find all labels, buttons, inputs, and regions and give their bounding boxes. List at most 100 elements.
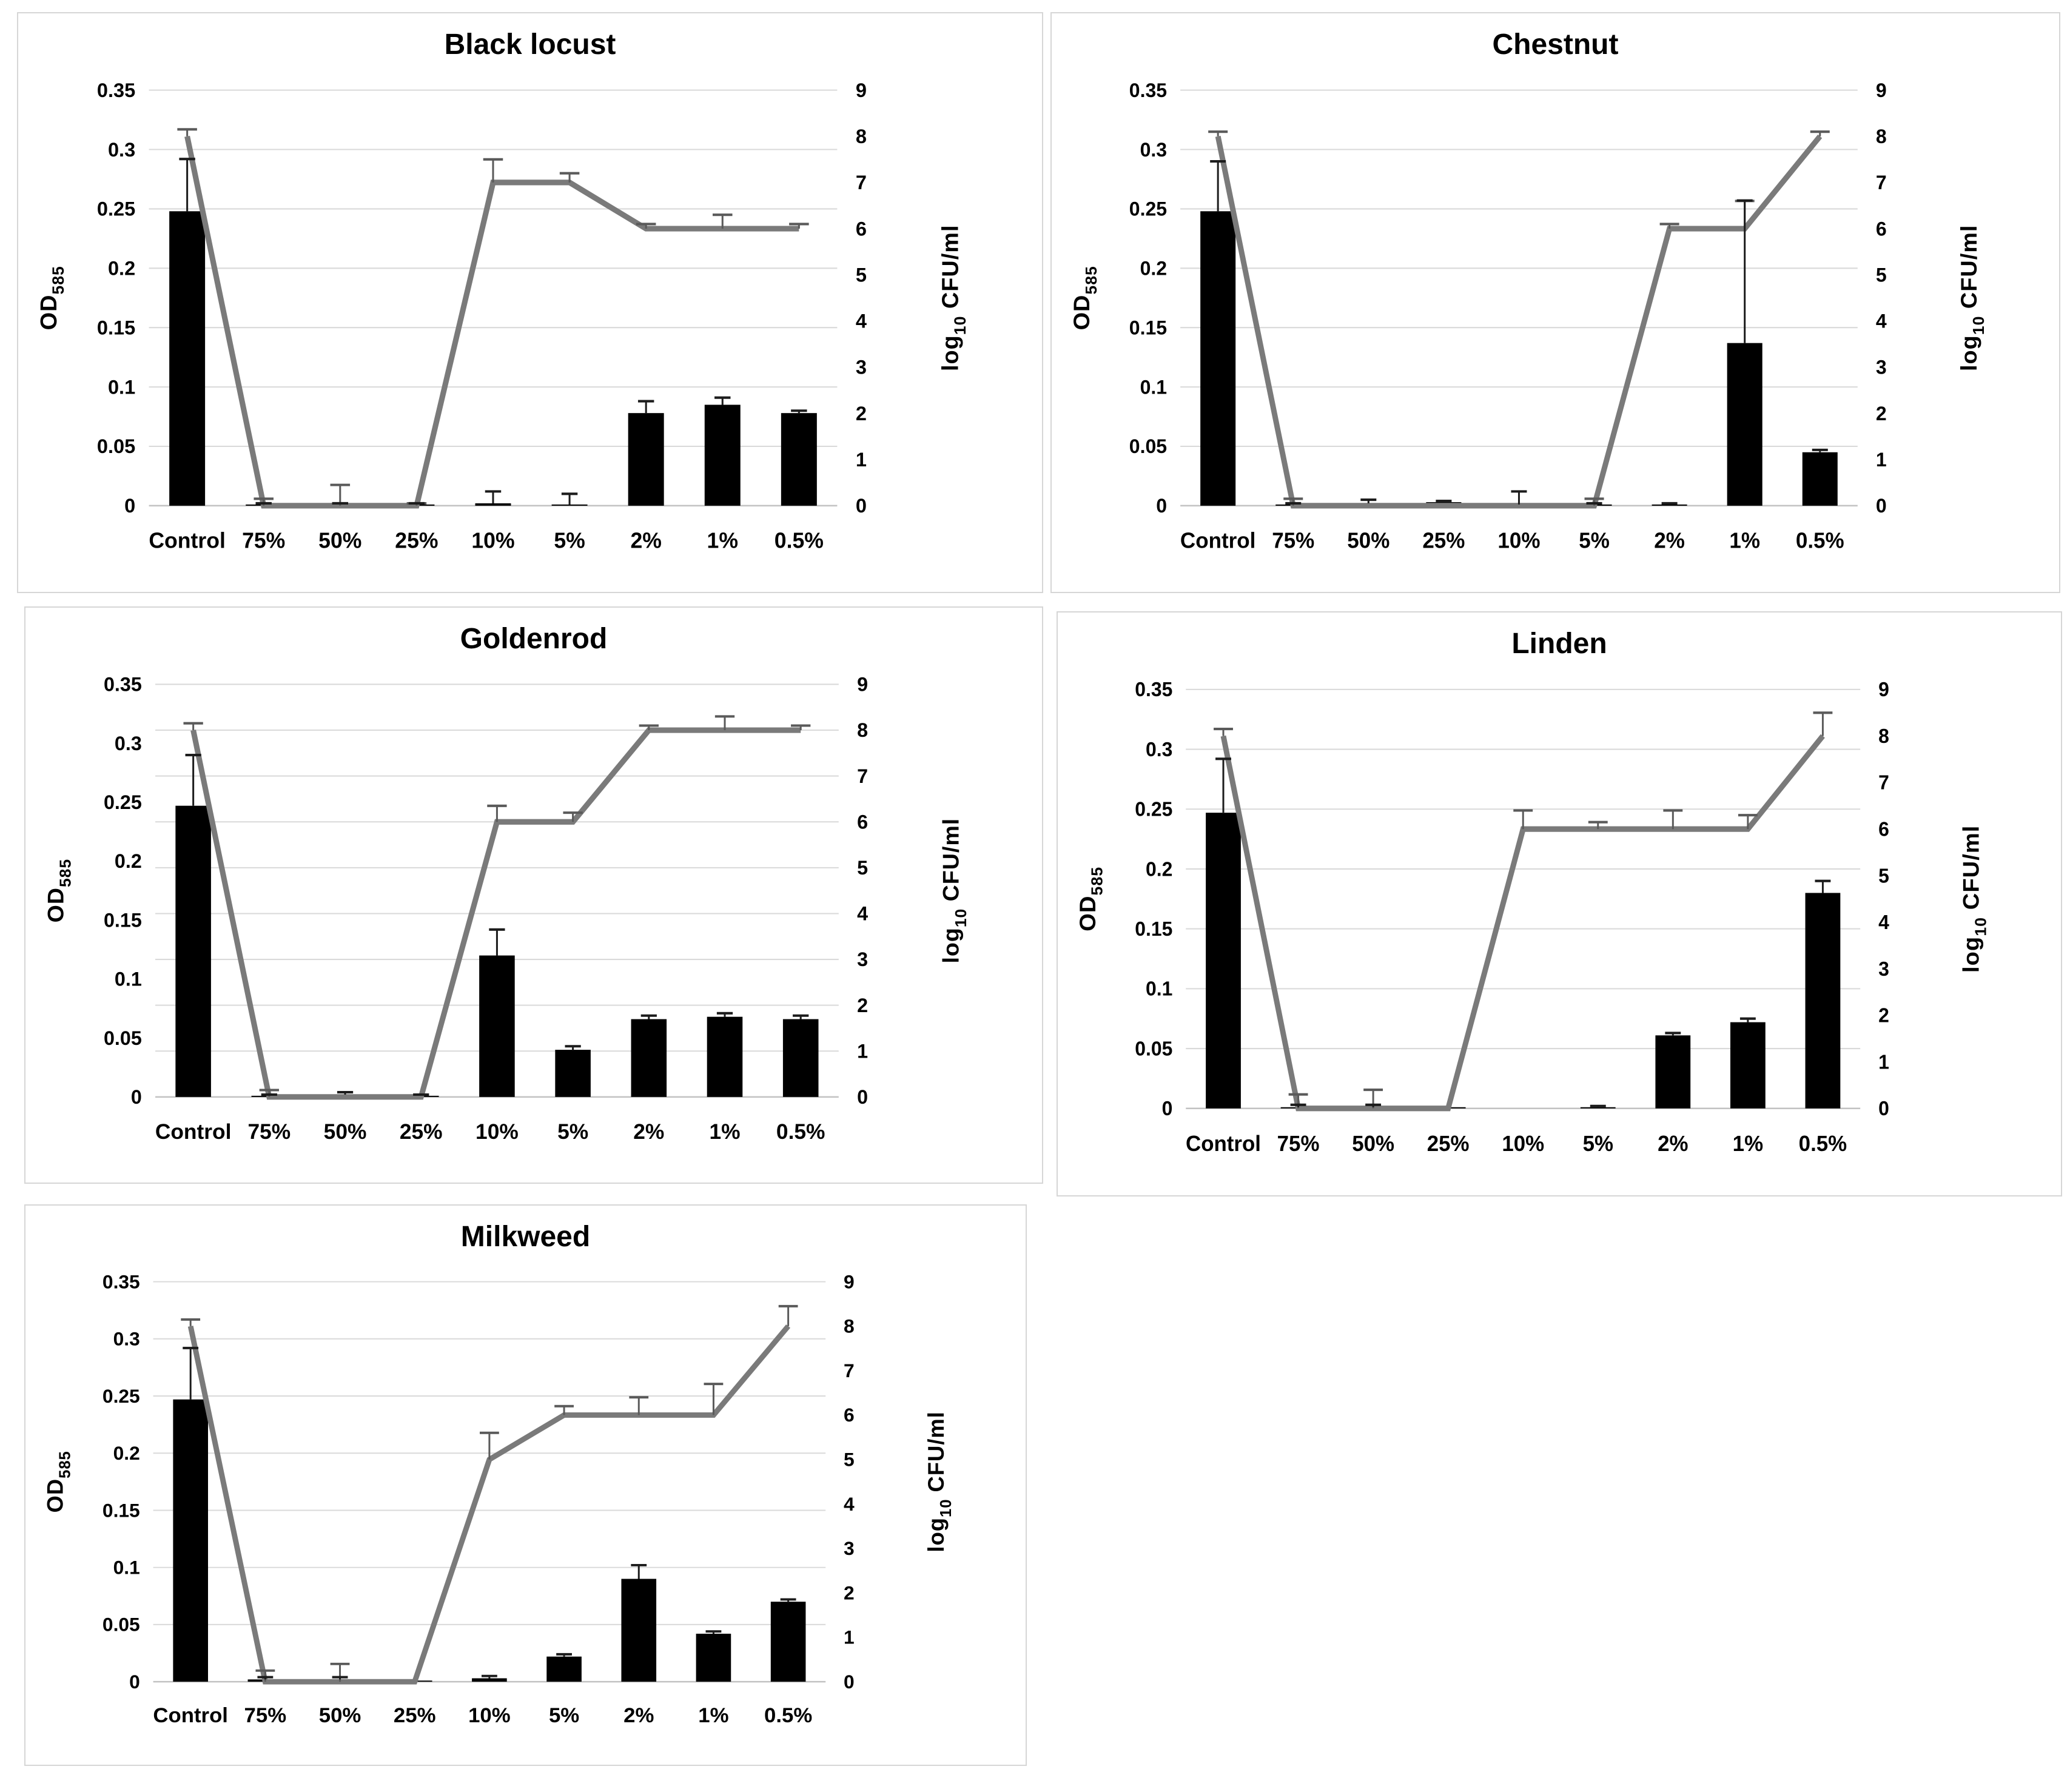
x-label-1%: 1% <box>1733 1131 1763 1156</box>
x-label-0.5%: 0.5% <box>764 1704 812 1727</box>
right-tick-1: 1 <box>857 1040 868 1062</box>
bar-2% <box>631 1019 667 1097</box>
right-tick-6: 6 <box>857 811 868 833</box>
x-axis-labels: Control 75% 50% 25% 10% 5% 2% 1% 0.5% <box>155 1119 825 1144</box>
chart-panel-milkweed: Milkweed 0.35 0.3 0.25 0.2 0.15 0.1 0.05 0 9 8 7 6 5… <box>24 1204 1027 1766</box>
bar-error-bars <box>1215 757 1831 1107</box>
x-label-10%: 10% <box>1497 528 1540 552</box>
left-tick-0: 0 <box>124 494 135 517</box>
bar-2% <box>1655 1035 1691 1109</box>
bar-1% <box>1727 343 1763 506</box>
bar-5% <box>551 504 588 506</box>
right-tick-0: 0 <box>1876 495 1887 517</box>
right-tick-2: 2 <box>857 995 868 1016</box>
left-tick-0.15: 0.15 <box>97 316 135 338</box>
left-tick-0.2: 0.2 <box>113 1442 140 1464</box>
right-tick-1: 1 <box>844 1626 855 1648</box>
right-tick-3: 3 <box>856 356 867 378</box>
cfu-line <box>1215 134 1823 509</box>
x-label-75%: 75% <box>242 528 285 552</box>
left-axis-ticks: 0.35 0.3 0.25 0.2 0.15 0.1 0.05 0 <box>1135 679 1172 1119</box>
x-label-50%: 50% <box>324 1119 367 1144</box>
right-tick-9: 9 <box>1878 679 1889 701</box>
bar-5% <box>555 1050 591 1097</box>
log10-cfu-line-series <box>1215 134 1823 509</box>
right-tick-7: 7 <box>844 1360 855 1381</box>
x-label-2%: 2% <box>1654 528 1685 552</box>
x-label-25%: 25% <box>1422 528 1465 552</box>
chart-plot-milkweed: 0.35 0.3 0.25 0.2 0.15 0.1 0.05 0 9 8 7 6 5 4 3 2 1 0 Cont… <box>42 1271 954 1728</box>
bar-10% <box>472 1678 507 1682</box>
left-tick-0.35: 0.35 <box>97 79 135 101</box>
left-tick-0.1: 0.1 <box>113 1557 140 1579</box>
x-label-1%: 1% <box>1729 528 1760 552</box>
left-axis-title-od585: OD585 <box>42 1451 73 1512</box>
bar-0.5% <box>781 413 817 506</box>
bar-1% <box>696 1633 731 1682</box>
left-tick-0.3: 0.3 <box>115 733 142 754</box>
left-tick-0.35: 0.35 <box>104 674 142 696</box>
left-tick-0.3: 0.3 <box>113 1328 140 1350</box>
x-label-Control: Control <box>155 1119 232 1144</box>
x-label-50%: 50% <box>318 528 361 552</box>
x-label-Control: Control <box>153 1704 228 1727</box>
left-tick-0: 0 <box>131 1086 142 1108</box>
x-label-75%: 75% <box>1272 528 1314 552</box>
left-axis-ticks: 0.35 0.3 0.25 0.2 0.15 0.1 0.05 0 <box>104 674 142 1109</box>
bar-Control <box>1206 813 1241 1109</box>
right-tick-3: 3 <box>1876 356 1887 378</box>
x-axis-labels: Control 75% 50% 25% 10% 5% 2% 1% 0.5% <box>1180 528 1844 552</box>
right-tick-1: 1 <box>1876 449 1887 471</box>
line-error-bars <box>181 1304 798 1682</box>
left-tick-0.1: 0.1 <box>115 968 142 990</box>
chart-panel-goldenrod: Goldenrod 0.35 0.3 0.25 0.2 0.15 0.1 0.05 0 9 8 7 6… <box>24 606 1043 1184</box>
od585-bars <box>169 211 817 506</box>
x-label-5%: 5% <box>554 528 585 552</box>
right-tick-2: 2 <box>856 402 867 425</box>
right-axis-title-log10-cfu-ml: log10 CFU/ml <box>1956 225 1988 372</box>
right-tick-8: 8 <box>857 719 868 741</box>
bar-5% <box>546 1656 582 1682</box>
x-label-75%: 75% <box>1277 1131 1320 1156</box>
chart-plot-goldenrod: 0.35 0.3 0.25 0.2 0.15 0.1 0.05 0 9 8 7 6 5 4 3 2 1 0 Cont… <box>43 674 970 1144</box>
right-tick-9: 9 <box>857 674 868 696</box>
right-tick-0: 0 <box>844 1671 855 1693</box>
right-axis-title-log10-cfu-ml: log10 CFU/ml <box>938 225 969 371</box>
left-axis-ticks: 0.35 0.3 0.25 0.2 0.15 0.1 0.05 0 <box>102 1271 140 1693</box>
right-tick-6: 6 <box>1876 218 1887 240</box>
left-tick-0.3: 0.3 <box>1146 738 1172 760</box>
left-tick-0.25: 0.25 <box>104 791 142 813</box>
chart-plot-chestnut: 0.35 0.3 0.25 0.2 0.15 0.1 0.05 0 9 8 7 6 5 4 3 2 1 0 Cont… <box>1069 79 1988 553</box>
log10-cfu-line-series <box>187 1324 791 1685</box>
left-tick-0.25: 0.25 <box>102 1385 140 1407</box>
chart-title: Chestnut <box>1492 29 1619 61</box>
chart-plot-linden: 0.35 0.3 0.25 0.2 0.15 0.1 0.05 0 9 8 7 6 5 4 3 2 1 0 Cont… <box>1075 679 1989 1156</box>
bar-0.5% <box>770 1602 806 1682</box>
left-axis-title-od585: OD585 <box>36 266 67 330</box>
left-tick-0.1: 0.1 <box>108 375 135 398</box>
x-label-50%: 50% <box>319 1704 361 1727</box>
left-tick-0.1: 0.1 <box>1146 978 1172 1000</box>
bar-1% <box>1730 1022 1766 1109</box>
left-tick-0.3: 0.3 <box>108 138 135 161</box>
left-axis-ticks: 0.35 0.3 0.25 0.2 0.15 0.1 0.05 0 <box>1129 79 1167 517</box>
left-tick-0: 0 <box>129 1671 140 1693</box>
bar-2% <box>628 413 664 506</box>
x-label-50%: 50% <box>1347 528 1390 552</box>
gridlines <box>149 89 838 507</box>
left-tick-0.35: 0.35 <box>1129 79 1167 101</box>
cfu-line <box>187 1324 791 1685</box>
x-label-2%: 2% <box>1658 1131 1688 1156</box>
right-tick-4: 4 <box>857 903 868 925</box>
right-tick-0: 0 <box>857 1086 868 1108</box>
left-tick-0.35: 0.35 <box>102 1271 140 1293</box>
bar-1% <box>704 404 741 506</box>
x-label-10%: 10% <box>1502 1131 1544 1156</box>
right-tick-8: 8 <box>1878 725 1889 747</box>
bar-10% <box>479 955 515 1097</box>
od585-bars <box>173 1399 806 1682</box>
chart-panel-chestnut: Chestnut 0.35 0.3 0.25 0.2 0.15 0.1 0.05 0 9 8 7 6 5… <box>1050 12 2060 593</box>
left-tick-0.05: 0.05 <box>1129 435 1167 457</box>
right-tick-4: 4 <box>1876 310 1887 332</box>
left-tick-0.15: 0.15 <box>102 1499 140 1521</box>
